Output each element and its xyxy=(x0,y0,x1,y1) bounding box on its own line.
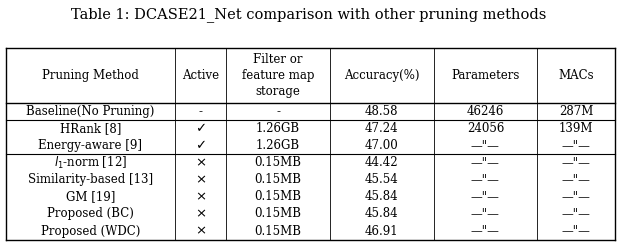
Text: HRank [8]: HRank [8] xyxy=(60,122,121,135)
Text: Table 1: DCASE21_Net comparison with other pruning methods: Table 1: DCASE21_Net comparison with oth… xyxy=(71,7,547,22)
Text: 0.15MB: 0.15MB xyxy=(255,207,302,220)
Text: 45.84: 45.84 xyxy=(365,190,399,203)
Text: ✓: ✓ xyxy=(195,139,206,152)
Text: 44.42: 44.42 xyxy=(365,156,399,169)
Text: ×: × xyxy=(195,156,206,169)
Text: Parameters: Parameters xyxy=(451,69,520,82)
Text: $l_1$-norm [12]: $l_1$-norm [12] xyxy=(54,155,127,171)
Text: Accuracy(%): Accuracy(%) xyxy=(344,69,420,82)
Text: 0.15MB: 0.15MB xyxy=(255,156,302,169)
Text: 45.54: 45.54 xyxy=(365,173,399,186)
Text: 0.15MB: 0.15MB xyxy=(255,190,302,203)
Text: 0.15MB: 0.15MB xyxy=(255,225,302,238)
Text: —"—: —"— xyxy=(471,139,500,152)
Text: Proposed (BC): Proposed (BC) xyxy=(47,207,134,220)
Text: —"—: —"— xyxy=(562,225,590,238)
Text: 46246: 46246 xyxy=(467,105,504,118)
Text: 0.15MB: 0.15MB xyxy=(255,173,302,186)
Text: ×: × xyxy=(195,207,206,220)
Text: 287M: 287M xyxy=(559,105,593,118)
Text: 46.91: 46.91 xyxy=(365,225,399,238)
Text: Baseline(No Pruning): Baseline(No Pruning) xyxy=(26,105,154,118)
Text: ×: × xyxy=(195,190,206,203)
Text: —"—: —"— xyxy=(562,139,590,152)
Text: Pruning Method: Pruning Method xyxy=(42,69,139,82)
Text: GM [19]: GM [19] xyxy=(66,190,115,203)
Text: 1.26GB: 1.26GB xyxy=(256,139,300,152)
Text: Similarity-based [13]: Similarity-based [13] xyxy=(28,173,153,186)
Text: —"—: —"— xyxy=(562,156,590,169)
Text: MACs: MACs xyxy=(558,69,594,82)
Text: —"—: —"— xyxy=(562,207,590,220)
Text: 47.00: 47.00 xyxy=(365,139,399,152)
Text: 139M: 139M xyxy=(559,122,593,135)
Text: 48.58: 48.58 xyxy=(365,105,399,118)
Text: —"—: —"— xyxy=(471,190,500,203)
Text: Energy-aware [9]: Energy-aware [9] xyxy=(38,139,142,152)
Text: —"—: —"— xyxy=(471,156,500,169)
Text: 47.24: 47.24 xyxy=(365,122,399,135)
Text: —"—: —"— xyxy=(471,207,500,220)
Text: ×: × xyxy=(195,173,206,186)
Text: -: - xyxy=(276,105,280,118)
Text: -: - xyxy=(198,105,203,118)
Text: —"—: —"— xyxy=(471,225,500,238)
Text: —"—: —"— xyxy=(562,173,590,186)
Text: 1.26GB: 1.26GB xyxy=(256,122,300,135)
Text: Proposed (WDC): Proposed (WDC) xyxy=(41,225,140,238)
Text: 24056: 24056 xyxy=(467,122,504,135)
Text: ✓: ✓ xyxy=(195,122,206,135)
Text: ×: × xyxy=(195,225,206,238)
Text: Filter or
feature map
storage: Filter or feature map storage xyxy=(242,53,315,98)
Text: Active: Active xyxy=(182,69,219,82)
Text: 45.84: 45.84 xyxy=(365,207,399,220)
Text: —"—: —"— xyxy=(471,173,500,186)
Text: —"—: —"— xyxy=(562,190,590,203)
